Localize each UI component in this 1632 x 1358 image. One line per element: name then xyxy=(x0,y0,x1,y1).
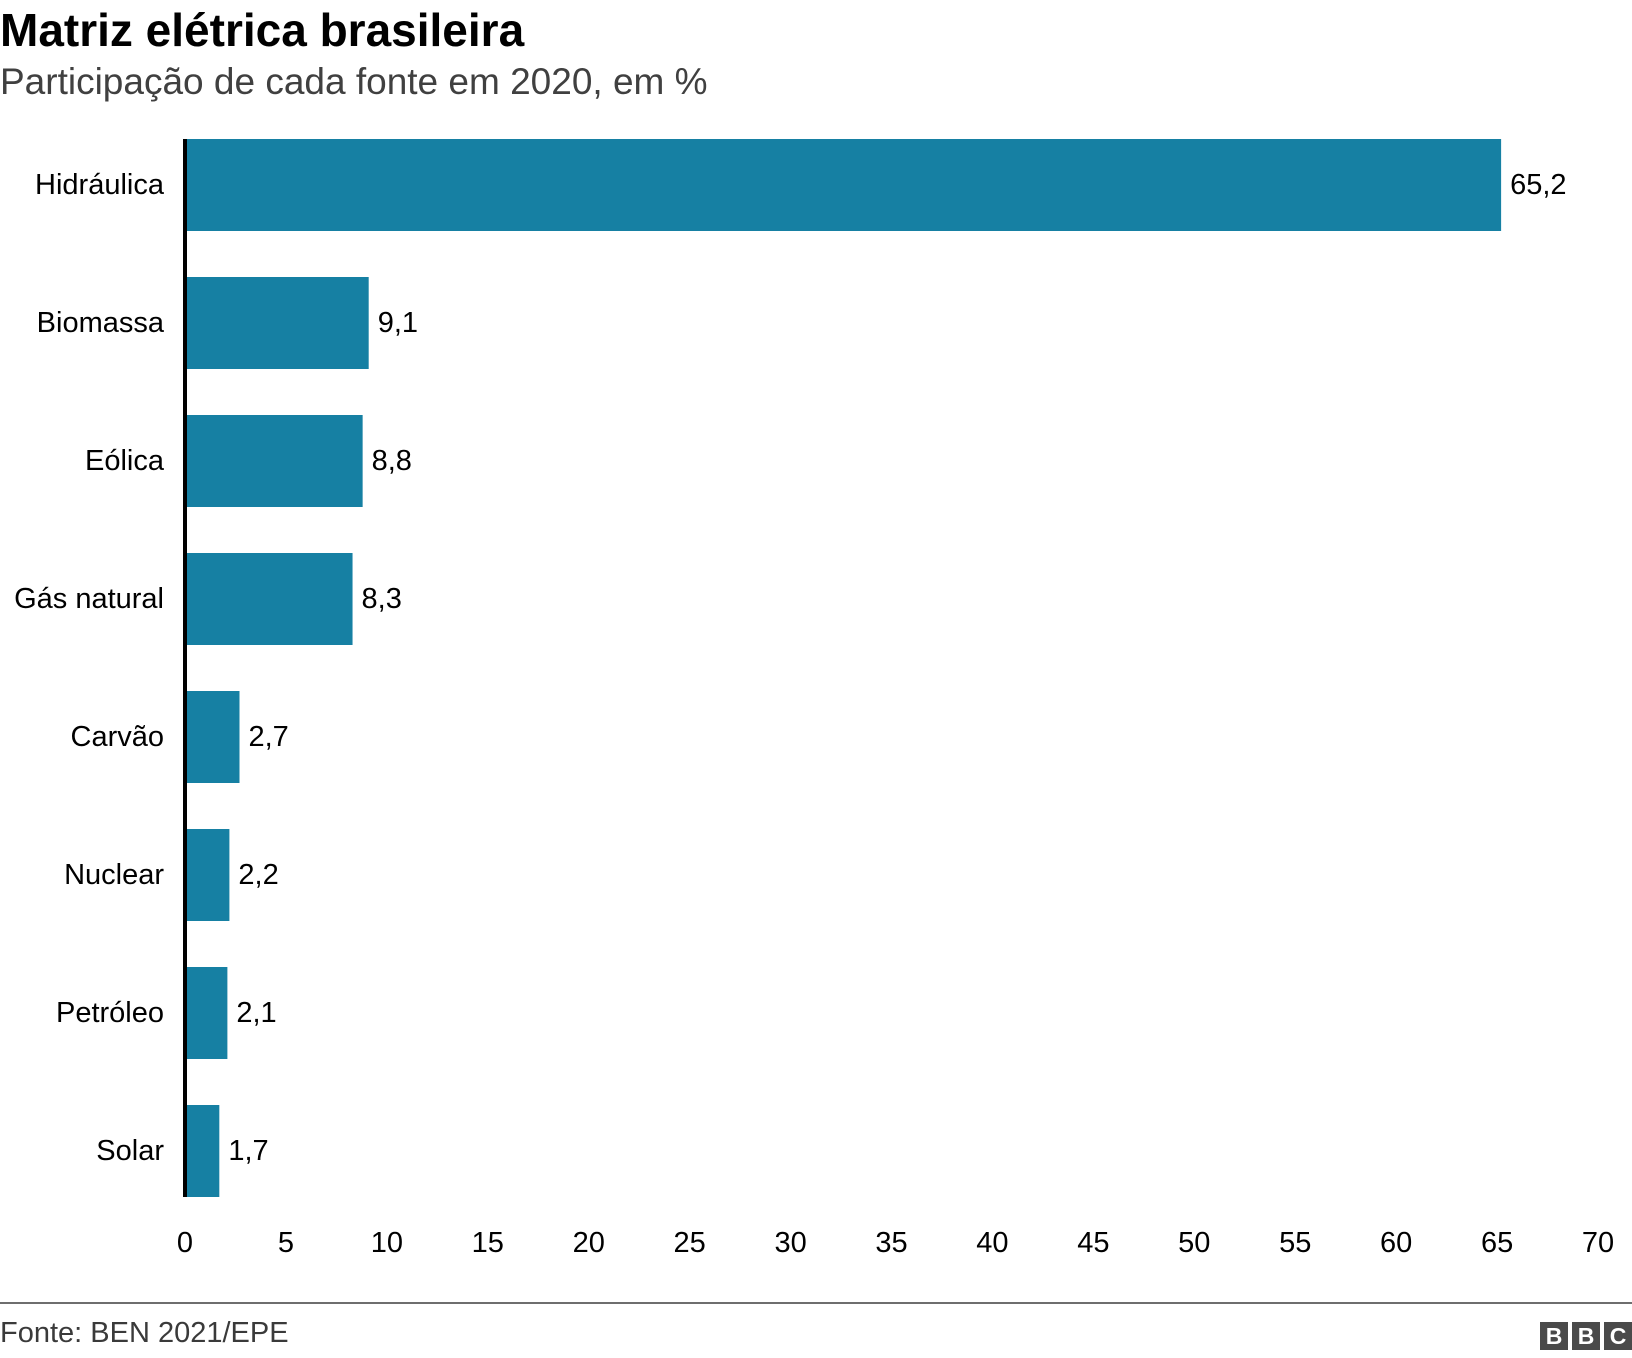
chart-subtitle: Participação de cada fonte em 2020, em % xyxy=(0,61,708,102)
bar-solar xyxy=(185,1105,220,1197)
bar-chart: Hidráulica 65,2 Biomassa 9,1 Eólica 8,8 Gás na… xyxy=(14,139,1614,1259)
x-tick-label-70: 70 xyxy=(1582,1227,1614,1259)
x-tick-label-20: 20 xyxy=(573,1227,605,1259)
x-tick-label-35: 35 xyxy=(875,1227,907,1259)
value-label-gas-natural: 8,3 xyxy=(362,583,402,615)
x-tick-label-55: 55 xyxy=(1279,1227,1311,1259)
category-label-hidraulica: Hidráulica xyxy=(35,169,165,201)
x-tick-label-50: 50 xyxy=(1178,1227,1210,1259)
value-label-biomassa: 9,1 xyxy=(378,307,418,339)
bbc-logo-letter-c: C xyxy=(1604,1322,1632,1350)
x-tick-label-60: 60 xyxy=(1380,1227,1412,1259)
bar-nuclear xyxy=(185,829,230,921)
bar-gas-natural xyxy=(185,553,353,645)
bar-hidraulica xyxy=(185,139,1502,231)
category-label-petroleo: Petróleo xyxy=(56,997,164,1029)
x-tick-label-30: 30 xyxy=(774,1227,806,1259)
x-tick-label-65: 65 xyxy=(1481,1227,1513,1259)
x-tick-label-10: 10 xyxy=(371,1227,403,1259)
category-label-eolica: Eólica xyxy=(85,445,165,477)
bbc-logo-letter-b2: B xyxy=(1572,1322,1600,1350)
bar-petroleo xyxy=(185,967,228,1059)
footer-divider xyxy=(0,1302,1632,1304)
x-tick-label-25: 25 xyxy=(674,1227,706,1259)
category-label-biomassa: Biomassa xyxy=(37,307,165,339)
x-tick-label-40: 40 xyxy=(976,1227,1008,1259)
category-label-nuclear: Nuclear xyxy=(64,859,164,891)
category-label-gas-natural: Gás natural xyxy=(14,583,164,615)
bbc-logo: B B C xyxy=(1540,1322,1632,1350)
bar-biomassa xyxy=(185,277,369,369)
x-tick-label-5: 5 xyxy=(278,1227,294,1259)
category-label-solar: Solar xyxy=(96,1135,164,1167)
x-tick-label-0: 0 xyxy=(177,1227,193,1259)
x-tick-label-45: 45 xyxy=(1077,1227,1109,1259)
category-label-carvao: Carvão xyxy=(71,721,165,753)
bar-carvao xyxy=(185,691,240,783)
source-note: Fonte: BEN 2021/EPE xyxy=(0,1317,289,1349)
chart-title: Matriz elétrica brasileira xyxy=(0,4,525,56)
value-label-petroleo: 2,1 xyxy=(236,997,276,1029)
bbc-logo-letter-b1: B xyxy=(1540,1322,1568,1350)
value-label-hidraulica: 65,2 xyxy=(1510,169,1566,201)
x-tick-label-15: 15 xyxy=(472,1227,504,1259)
value-label-carvao: 2,7 xyxy=(249,721,289,753)
bar-eolica xyxy=(185,415,363,507)
value-label-nuclear: 2,2 xyxy=(238,859,278,891)
value-label-solar: 1,7 xyxy=(228,1135,268,1167)
value-label-eolica: 8,8 xyxy=(372,445,412,477)
